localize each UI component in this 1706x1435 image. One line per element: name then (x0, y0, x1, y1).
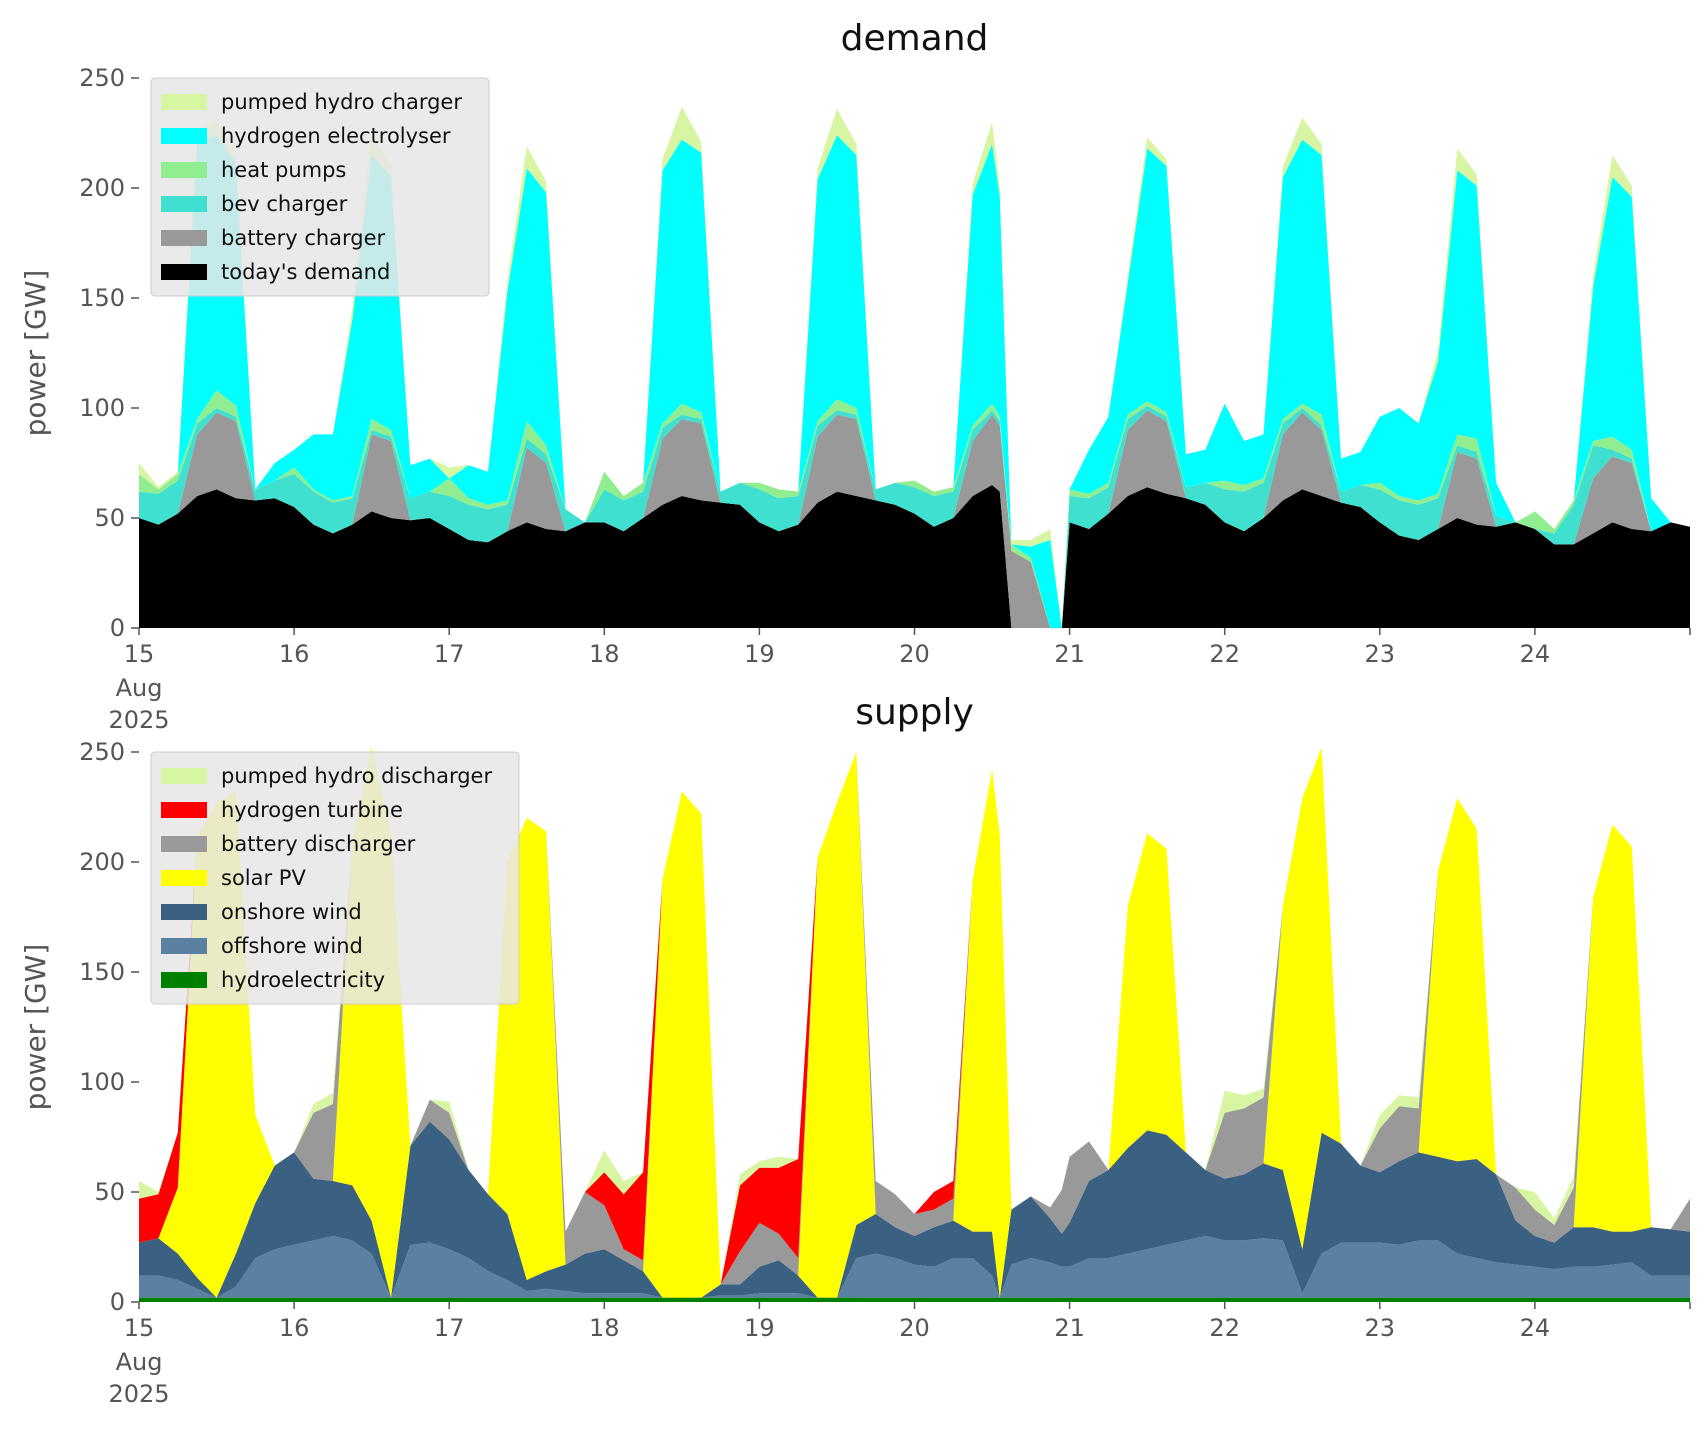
legend-entry: pumped hydro discharger (221, 764, 492, 788)
x-tick-label: 19 (744, 640, 775, 668)
y-tick-label: 150 (79, 958, 125, 986)
legend-entry: battery charger (221, 226, 386, 250)
area-offshore-wind (139, 1236, 1690, 1298)
x-tick-label: 24 (1520, 1314, 1551, 1342)
legend-entry: solar PV (221, 866, 306, 890)
area-hydrogen-electrolyser (139, 135, 1690, 628)
y-tick-label: 50 (94, 1178, 125, 1206)
legend-entry: bev charger (221, 192, 348, 216)
area-battery-discharger (139, 747, 1690, 1285)
y-axis-label: power [GW] (19, 270, 52, 437)
x-tick-label: 16 (279, 640, 310, 668)
x-tick-label: 16 (279, 1314, 310, 1342)
x-tick-label: 22 (1209, 1314, 1240, 1342)
x-tick-label: 24 (1520, 640, 1551, 668)
legend-swatch (161, 836, 207, 852)
area-battery-charger (139, 410, 1690, 628)
legend-entry: hydroelectricity (221, 968, 385, 992)
chart-supply: supply power [GW] 0 50 100 150 200 250 15 Aug 2025… (19, 692, 1691, 1408)
x-tick-label: 17 (434, 1314, 465, 1342)
legend-swatch (161, 196, 207, 212)
legend-entry: onshore wind (221, 900, 362, 924)
y-tick-label: 50 (94, 504, 125, 532)
area-solar-pv (139, 747, 1690, 1298)
area-hydroelectricity (139, 1297, 1690, 1302)
chart-title: demand (841, 18, 989, 59)
x-tick-label: 23 (1365, 1314, 1396, 1342)
area-layers (139, 747, 1690, 1302)
x-tick-sublabel: Aug (116, 674, 163, 702)
area-onshore-wind (139, 1121, 1690, 1298)
x-tick-label: 20 (899, 1314, 930, 1342)
legend-frame (150, 77, 490, 297)
x-tick-sublabel: Aug (116, 1348, 163, 1376)
x-tick-label: 21 (1054, 640, 1085, 668)
legend-swatch (161, 904, 207, 920)
chart-title: supply (855, 692, 974, 733)
legend-entry: hydrogen turbine (221, 798, 403, 822)
y-tick-label: 150 (79, 284, 125, 312)
y-tick-label: 200 (79, 174, 125, 202)
legend-entry: battery discharger (221, 832, 416, 856)
x-tick-label: 21 (1054, 1314, 1085, 1342)
y-tick-label: 0 (110, 614, 125, 642)
x-tick-label: 23 (1365, 640, 1396, 668)
legend-swatch (161, 230, 207, 246)
legend-entry: heat pumps (221, 158, 346, 182)
x-tick-label: 15 (124, 640, 155, 668)
legend-swatch (161, 162, 207, 178)
legend-entry: offshore wind (221, 934, 363, 958)
legend: pumped hydro discharger hydrogen turbine b… (150, 751, 520, 1005)
x-tick-sublabel: 2025 (108, 706, 169, 734)
x-tick-label: 19 (744, 1314, 775, 1342)
x-tick-label: 18 (589, 1314, 620, 1342)
legend-entry: today's demand (221, 260, 390, 284)
x-tick-label: 20 (899, 640, 930, 668)
legend-entry: hydrogen electrolyser (221, 124, 451, 148)
y-tick-label: 100 (79, 1068, 125, 1096)
legend-swatch (161, 972, 207, 988)
area-today-s-demand (139, 485, 1690, 628)
y-tick-label: 200 (79, 848, 125, 876)
x-tick-sublabel: 2025 (108, 1380, 169, 1408)
legend-swatch (161, 870, 207, 886)
y-tick-label: 250 (79, 738, 125, 766)
chart-demand: demand power [GW] 0 50 100 150 200 250 15 Aug 2025… (19, 18, 1691, 734)
legend-entry: pumped hydro charger (221, 90, 462, 114)
legend-swatch (161, 802, 207, 818)
legend-swatch (161, 768, 207, 784)
area-bev-charger (139, 405, 1690, 628)
area-layers (139, 106, 1690, 629)
x-tick-label: 22 (1209, 640, 1240, 668)
legend-swatch (161, 264, 207, 280)
legend-swatch (161, 94, 207, 110)
legend-frame (150, 751, 520, 1005)
y-tick-label: 100 (79, 394, 125, 422)
y-tick-label: 0 (110, 1288, 125, 1316)
x-tick-label: 15 (124, 1314, 155, 1342)
y-tick-label: 250 (79, 64, 125, 92)
legend: pumped hydro charger hydrogen electrolyse… (150, 77, 490, 297)
legend-swatch (161, 128, 207, 144)
legend-swatch (161, 938, 207, 954)
y-axis-label: power [GW] (19, 944, 52, 1111)
x-tick-label: 17 (434, 640, 465, 668)
x-tick-label: 18 (589, 640, 620, 668)
